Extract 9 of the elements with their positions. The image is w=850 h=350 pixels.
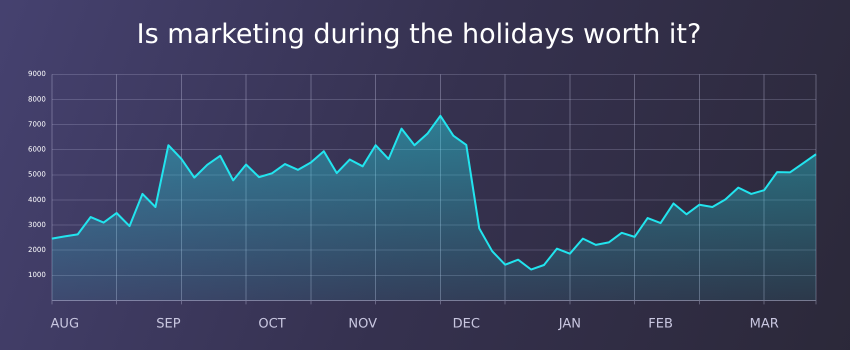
chart-title: Is marketing during the holidays worth it?: [136, 19, 702, 50]
x-tick-label: MAR: [750, 316, 779, 332]
x-tick-label: DEC: [452, 316, 480, 332]
x-tick-label: FEB: [648, 316, 673, 332]
x-tick-label: AUG: [50, 316, 80, 332]
x-tick-label: OCT: [258, 316, 286, 332]
x-tick-label: JAN: [558, 316, 582, 332]
x-tick-label: SEP: [156, 316, 181, 332]
x-tick-label: NOV: [348, 316, 378, 332]
